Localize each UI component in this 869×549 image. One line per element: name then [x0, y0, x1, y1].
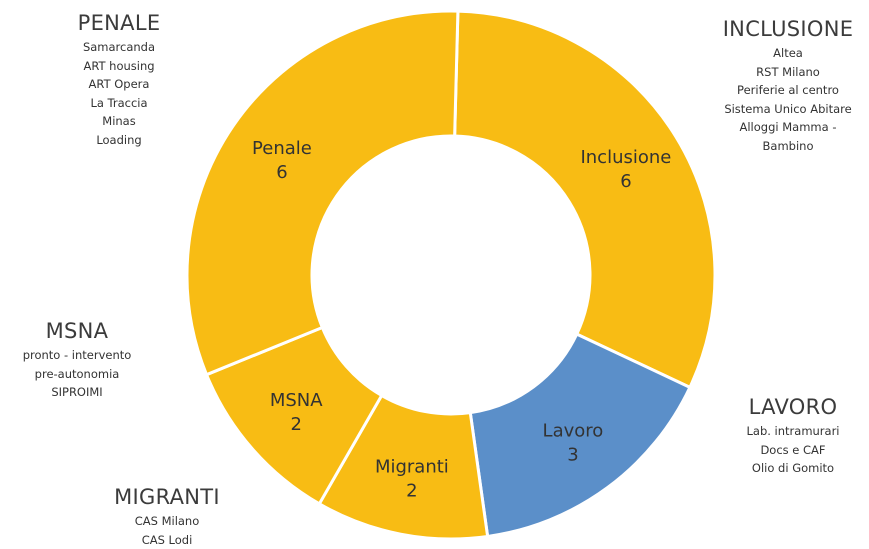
annotation-penale-title: PENALE	[77, 11, 161, 35]
slice-value-penale: 6	[276, 162, 287, 183]
slice-label-msna: MSNA	[270, 390, 323, 411]
annotation-inclusione-item: Alloggi Mamma -	[739, 120, 837, 135]
annotation-msna-item: pronto - intervento	[22, 348, 132, 363]
annotation-msna-item: pre-autonomia	[34, 366, 120, 381]
slice-value-lavoro: 3	[567, 444, 578, 465]
annotation-lavoro-item: Docs e CAF	[760, 442, 826, 457]
annotation-penale-item: Loading	[96, 132, 142, 147]
annotation-penale-item: Samarcanda	[82, 40, 156, 55]
slice-label-inclusione: Inclusione	[580, 147, 671, 168]
donut-slices	[185, 9, 717, 541]
slice-label-migranti: Migranti	[375, 457, 449, 478]
annotation-migranti-item: CAS Lodi	[141, 532, 193, 547]
annotation-msna-title: MSNA	[45, 319, 109, 343]
annotation-inclusione: INCLUSIONE Altea RST Milano Periferie al…	[708, 16, 868, 155]
annotation-penale-item: Minas	[102, 114, 136, 129]
annotation-inclusione-title: INCLUSIONE	[722, 17, 854, 41]
annotation-lavoro: LAVORO Lab. intramurari Docs e CAF Olio …	[718, 394, 868, 478]
annotation-inclusione-item: Periferie al centro	[737, 83, 839, 98]
annotation-migranti: MIGRANTI CAS Milano CAS Lodi	[92, 484, 242, 549]
annotation-penale: PENALE Samarcanda ART housing ART Opera …	[44, 10, 194, 149]
slice-value-migranti: 2	[406, 481, 417, 502]
donut-slice-inclusione	[453, 9, 717, 390]
slice-value-msna: 2	[290, 414, 301, 435]
annotation-migranti-item: CAS Milano	[134, 514, 200, 529]
donut-slice-lavoro	[468, 332, 692, 539]
slice-label-lavoro: Lavoro	[543, 420, 604, 441]
donut-slice-penale	[185, 9, 460, 377]
annotation-inclusione-item: RST Milano	[756, 64, 820, 79]
donut-slice-labels: Inclusione 6 Lavoro 3 Migranti 2 MSNA 2 Penale 6	[252, 138, 671, 502]
annotation-lavoro-item: Olio di Gomito	[751, 461, 835, 476]
annotation-migranti-title: MIGRANTI	[114, 485, 220, 509]
annotation-inclusione-item: Altea	[773, 46, 803, 61]
annotation-penale-item: ART Opera	[88, 77, 150, 92]
annotation-msna-item: SIPROIMI	[51, 385, 103, 400]
annotation-inclusione-item: Bambino	[762, 138, 814, 153]
annotation-lavoro-item: Lab. intramurari	[746, 424, 840, 439]
annotation-lavoro-title: LAVORO	[748, 395, 838, 419]
annotation-penale-item: ART housing	[83, 58, 155, 73]
slice-value-inclusione: 6	[620, 171, 631, 192]
annotation-msna: MSNA pronto - intervento pre-autonomia S…	[2, 318, 152, 402]
annotation-penale-item: La Traccia	[90, 95, 148, 110]
annotation-inclusione-item: Sistema Unico Abitare	[724, 101, 852, 116]
slice-label-penale: Penale	[252, 138, 312, 159]
